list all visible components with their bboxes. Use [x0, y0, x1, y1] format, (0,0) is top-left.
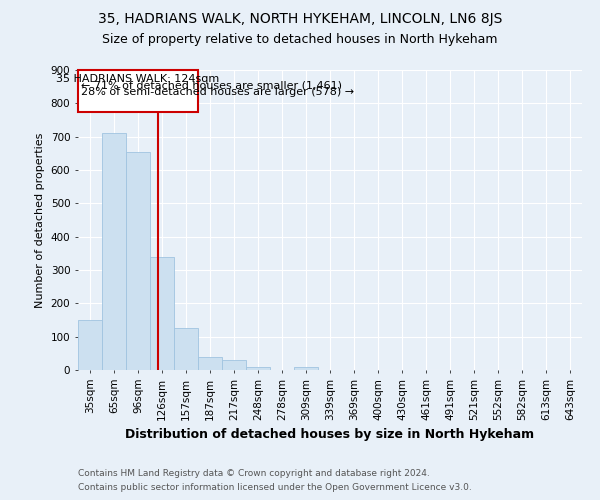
Text: ← 71% of detached houses are smaller (1,461): ← 71% of detached houses are smaller (1,…	[81, 80, 342, 90]
Bar	[198, 356, 222, 370]
Bar	[126, 152, 150, 370]
Bar	[79, 70, 197, 112]
Bar	[78, 320, 102, 370]
Bar	[102, 134, 126, 370]
Text: 35 HADRIANS WALK: 124sqm: 35 HADRIANS WALK: 124sqm	[56, 74, 220, 84]
Text: Contains public sector information licensed under the Open Government Licence v3: Contains public sector information licen…	[78, 484, 472, 492]
Bar	[174, 328, 198, 370]
Text: 28% of semi-detached houses are larger (578) →: 28% of semi-detached houses are larger (…	[81, 88, 354, 98]
Text: 35, HADRIANS WALK, NORTH HYKEHAM, LINCOLN, LN6 8JS: 35, HADRIANS WALK, NORTH HYKEHAM, LINCOL…	[98, 12, 502, 26]
Bar	[150, 256, 174, 370]
Y-axis label: Number of detached properties: Number of detached properties	[35, 132, 45, 308]
Bar	[294, 368, 318, 370]
Text: Size of property relative to detached houses in North Hykeham: Size of property relative to detached ho…	[102, 32, 498, 46]
X-axis label: Distribution of detached houses by size in North Hykeham: Distribution of detached houses by size …	[125, 428, 535, 441]
Bar	[222, 360, 246, 370]
Bar	[246, 366, 270, 370]
Text: Contains HM Land Registry data © Crown copyright and database right 2024.: Contains HM Land Registry data © Crown c…	[78, 468, 430, 477]
